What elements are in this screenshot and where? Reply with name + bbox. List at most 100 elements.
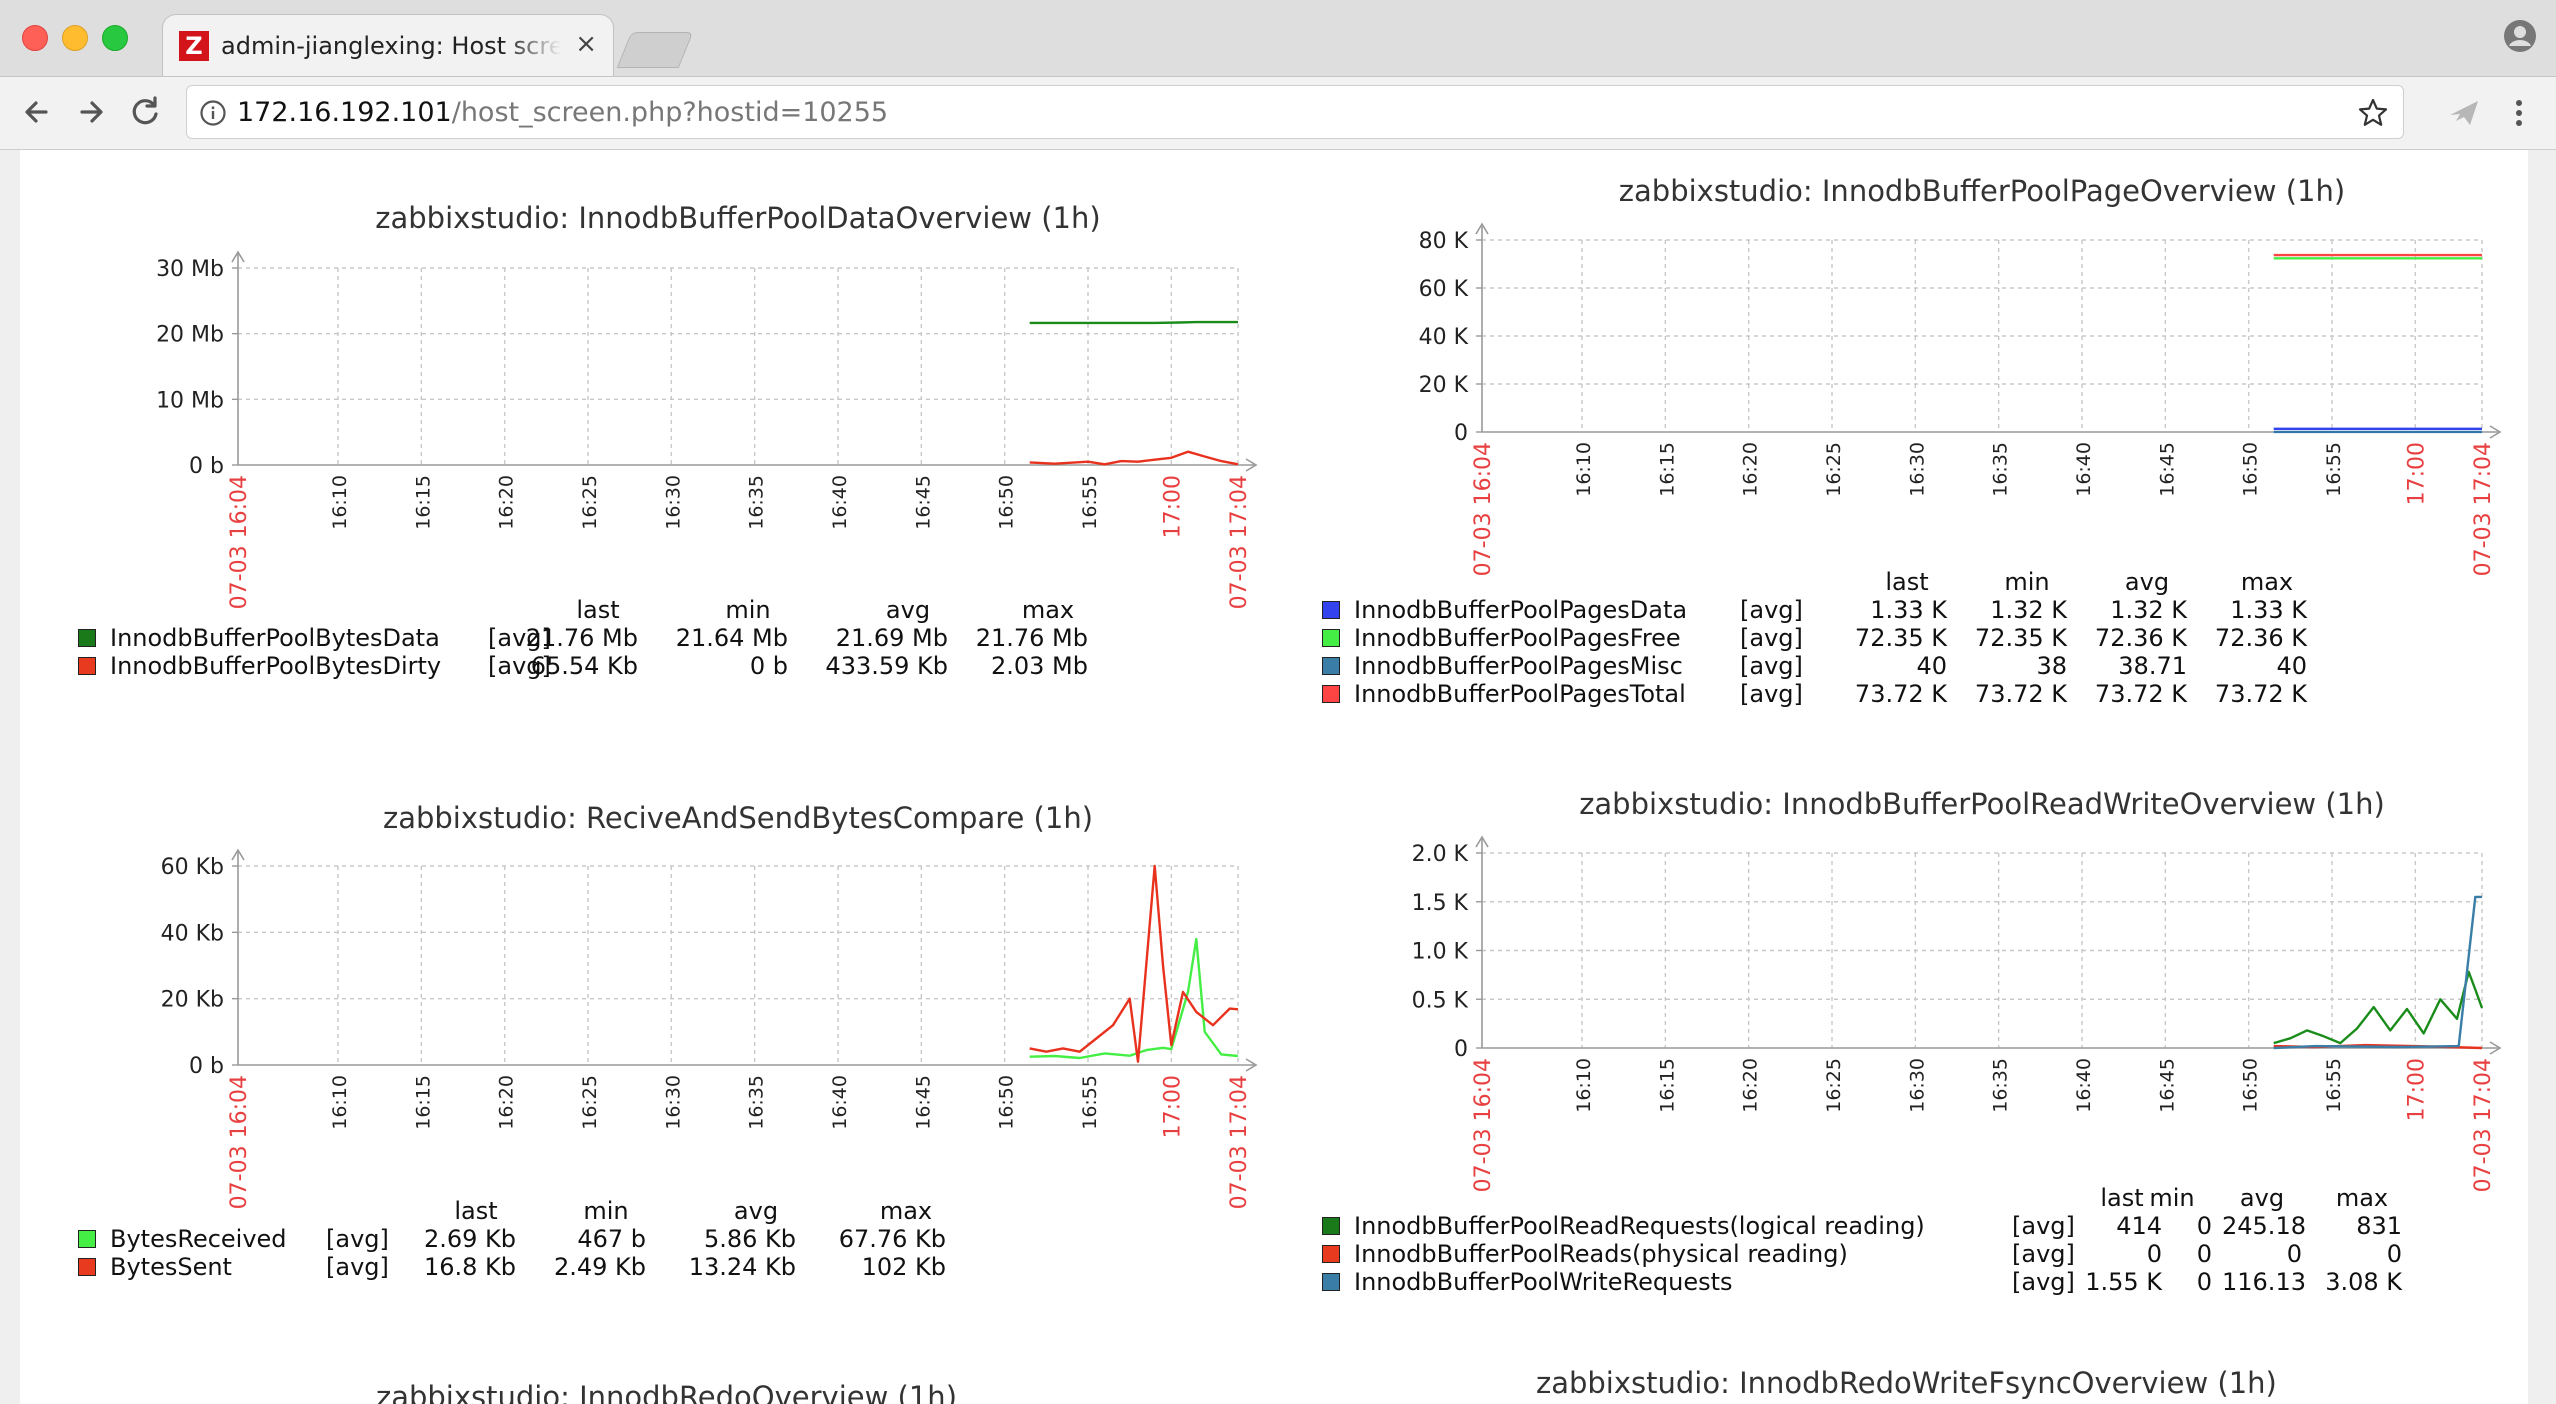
x-tick-label: 16:50 xyxy=(996,475,1018,530)
address-bar[interactable]: 172.16.192.101/host_screen.php?hostid=10… xyxy=(186,85,2404,139)
x-tick-label: 16:40 xyxy=(2073,1058,2095,1113)
legend-row: InnodbBufferPoolBytesDirty [avg] 65.54 Kb 0… xyxy=(78,652,1238,680)
x-tick-label: 16:40 xyxy=(829,475,851,530)
y-tick-label: 30 Mb xyxy=(156,257,224,282)
legend-value-last: 73.72 K xyxy=(1854,680,1947,708)
legend-item-name: BytesReceived xyxy=(110,1225,287,1253)
url-text[interactable]: 172.16.192.101/host_screen.php?hostid=10… xyxy=(237,98,888,128)
y-tick-label: 40 K xyxy=(1419,325,1469,350)
tab-close-icon[interactable]: × xyxy=(575,29,597,59)
url-host: 172.16.192.101 xyxy=(237,97,452,128)
legend-item-name: InnodbBufferPoolReadRequests(logical rea… xyxy=(1354,1212,1925,1240)
legend-row: InnodbBufferPoolPagesMisc [avg] 40 38 38.71 4… xyxy=(1322,652,2522,680)
x-tick-label: 16:10 xyxy=(1573,442,1595,497)
legend-row: InnodbBufferPoolBytesData [avg] 21.76 Mb 21… xyxy=(78,624,1238,652)
y-tick-label: 40 Kb xyxy=(161,921,224,946)
legend-item-name: InnodbBufferPoolReads(physical reading) xyxy=(1354,1240,1848,1268)
browser-tab-active[interactable]: Z admin-jianglexing: Host screen × xyxy=(162,14,614,76)
x-tick-label: 16:15 xyxy=(412,1075,434,1130)
legend-item-name: BytesSent xyxy=(110,1253,232,1281)
legend-header-avg: avg xyxy=(2124,568,2170,596)
y-tick-label: 20 Mb xyxy=(156,323,224,348)
browser-menu-icon[interactable] xyxy=(2509,95,2529,131)
legend-header-min: min xyxy=(725,596,771,624)
legend-swatch xyxy=(1322,601,1340,619)
legend-header: last min avg max xyxy=(78,1197,1238,1225)
legend-swatch xyxy=(1322,685,1340,703)
legend-value-avg: 72.36 K xyxy=(2094,624,2187,652)
window-minimize-button[interactable] xyxy=(62,25,88,51)
x-start-label: 07-03 16:04 xyxy=(227,475,252,609)
legend-value-last: 72.35 K xyxy=(1854,624,1947,652)
window-maximize-button[interactable] xyxy=(102,25,128,51)
legend-value-last: 0 xyxy=(2146,1240,2162,1268)
legend-value-last: 65.54 Kb xyxy=(530,652,638,680)
host-screen: zabbixstudio: InnodbBufferPoolDataOvervi… xyxy=(20,150,2528,1404)
back-arrow-icon[interactable] xyxy=(16,91,58,133)
x-tick-label: 16:10 xyxy=(329,475,351,530)
y-tick-label: 60 Kb xyxy=(161,855,224,880)
graph-buffer-pool-read-write: zabbixstudio: InnodbBufferPoolReadWriteO… xyxy=(1310,768,2550,1328)
legend-item-name: InnodbBufferPoolBytesData xyxy=(110,624,440,652)
legend-value-max: 73.72 K xyxy=(2214,680,2307,708)
legend-value-max: 1.33 K xyxy=(2230,596,2307,624)
x-tick-label: 16:45 xyxy=(912,1075,934,1130)
legend-item-func: [avg] xyxy=(1740,624,1803,652)
extension-icon[interactable] xyxy=(2446,95,2482,131)
y-tick-label: 0 b xyxy=(189,454,224,479)
x-tick-label: 16:25 xyxy=(579,1075,601,1130)
graph-buffer-pool-page-overview: zabbixstudio: InnodbBufferPoolPageOvervi… xyxy=(1310,155,2550,715)
x-tick-label: 16:25 xyxy=(1823,1058,1845,1113)
new-tab-button[interactable] xyxy=(616,32,694,68)
legend-value-last: 1.55 K xyxy=(2085,1268,2162,1296)
legend-value-min: 72.35 K xyxy=(1974,624,2067,652)
legend-value-max: 21.76 Mb xyxy=(975,624,1088,652)
y-tick-label: 80 K xyxy=(1419,229,1469,254)
x-axis-arrow xyxy=(1245,1058,1258,1072)
legend-swatch xyxy=(1322,1273,1340,1291)
legend-value-avg: 245.18 xyxy=(2222,1212,2306,1240)
legend-value-last: 16.8 Kb xyxy=(423,1253,516,1281)
y-tick-label: 0 b xyxy=(189,1054,224,1079)
y-axis-arrow xyxy=(1475,835,1489,848)
reload-icon[interactable] xyxy=(124,91,166,133)
legend-item-name: InnodbBufferPoolBytesDirty xyxy=(110,652,442,680)
x-tick-label: 16:45 xyxy=(2156,442,2178,497)
legend-item-func: [avg] xyxy=(1740,680,1803,708)
x-tick-label: 16:25 xyxy=(1823,442,1845,497)
legend-buffer-pool-page: last min avg max InnodbBufferPoolPagesData [a… xyxy=(1322,568,2522,708)
legend-row: InnodbBufferPoolReads(physical reading) [… xyxy=(1322,1240,2522,1268)
x-end-label: 07-03 17:04 xyxy=(2471,442,2496,576)
x-start-label: 07-03 16:04 xyxy=(1471,1058,1496,1192)
series-line xyxy=(2273,970,2484,1045)
legend-header-avg: avg xyxy=(2239,1184,2285,1212)
legend-header-last: last xyxy=(2100,1184,2144,1212)
bookmark-star-icon[interactable] xyxy=(2357,97,2389,129)
legend-value-avg: 21.69 Mb xyxy=(835,624,948,652)
legend-item-func: [avg] xyxy=(1740,652,1803,680)
legend-item-name: InnodbBufferPoolPagesFree xyxy=(1354,624,1681,652)
profile-icon[interactable] xyxy=(2503,19,2537,53)
x-tick-label: 16:45 xyxy=(912,475,934,530)
x-tick-label: 16:25 xyxy=(579,475,601,530)
x-tick-label: 16:55 xyxy=(2323,442,2345,497)
y-tick-label: 10 Mb xyxy=(156,388,224,413)
y-axis-arrow xyxy=(231,848,245,861)
legend-item-func: [avg] xyxy=(2012,1240,2075,1268)
legend-value-min: 0 xyxy=(2196,1240,2212,1268)
x-start-label: 07-03 16:04 xyxy=(1471,442,1496,576)
x-tick-label: 16:55 xyxy=(1079,475,1101,530)
site-info-icon[interactable] xyxy=(199,99,227,127)
graph-buffer-pool-data-overview: zabbixstudio: InnodbBufferPoolDataOvervi… xyxy=(66,180,1266,740)
graph-title-redo-overview: zabbixstudio: InnodbRedoOverview (1h) xyxy=(376,1380,958,1404)
legend-value-last: 40 xyxy=(1916,652,1947,680)
legend-swatch xyxy=(78,629,96,647)
forward-arrow-icon[interactable] xyxy=(70,91,112,133)
x-tick-label: 16:40 xyxy=(2073,442,2095,497)
legend-value-min: 0 xyxy=(2196,1268,2212,1296)
legend-value-avg: 73.72 K xyxy=(2094,680,2187,708)
x-tick-label: 16:50 xyxy=(996,1075,1018,1130)
window-close-button[interactable] xyxy=(22,25,48,51)
legend-item-func: [avg] xyxy=(1740,596,1803,624)
legend-row: InnodbBufferPoolPagesFree [avg] 72.35 K 72.… xyxy=(1322,624,2522,652)
